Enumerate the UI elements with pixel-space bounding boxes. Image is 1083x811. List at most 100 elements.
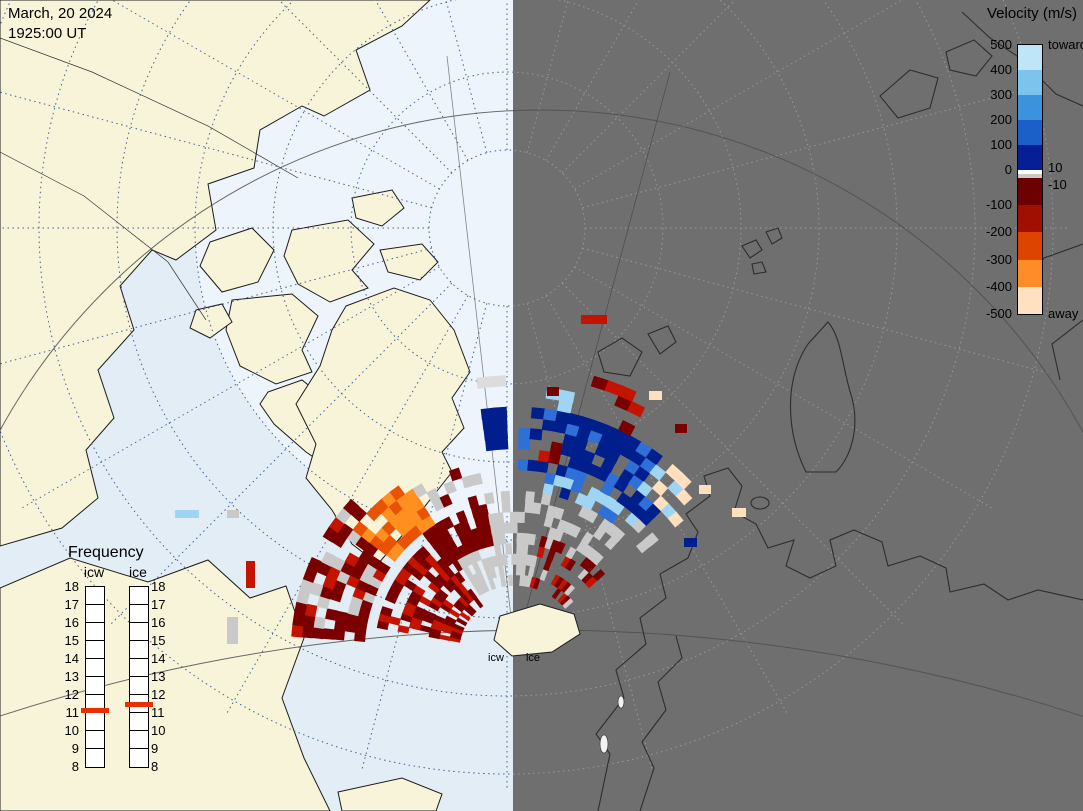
velocity-cell	[443, 566, 456, 579]
velocity-cell	[480, 514, 491, 527]
velocity-cell	[540, 493, 552, 506]
night-coastlines	[595, 11, 1083, 811]
southern-landmass	[0, 557, 331, 811]
velocity-cell	[409, 511, 424, 526]
velocity-cell	[635, 441, 653, 458]
graticule-radial	[278, 0, 453, 174]
velocity-cell	[333, 629, 346, 641]
velocity-cell	[376, 620, 390, 631]
velocity-cell	[459, 611, 471, 622]
velocity-cell	[516, 511, 525, 524]
velocity-cell	[586, 548, 599, 562]
velocity-cell	[598, 518, 613, 533]
velocity-cell	[536, 460, 549, 474]
velocity-cell	[363, 563, 378, 577]
velocity-cell	[450, 574, 462, 587]
velocity-cell	[555, 541, 566, 555]
velocity-cell	[626, 401, 646, 418]
velocity-cell	[421, 614, 435, 625]
velocity-cell	[352, 521, 368, 537]
velocity-cell	[384, 592, 399, 605]
franz-josef-island	[741, 239, 763, 259]
velocity-cell	[246, 561, 255, 588]
velocity-cell	[330, 556, 346, 572]
velocity-cell	[438, 634, 451, 641]
velocity-cell	[448, 467, 463, 482]
velocity-cell	[458, 596, 470, 608]
velocity-cell	[529, 428, 543, 441]
velocity-cell	[564, 423, 580, 437]
graticule-radial	[545, 0, 640, 161]
velocity-cell	[529, 555, 538, 568]
scandinavia-russia-coast	[595, 467, 1083, 811]
velocity-cell	[551, 587, 562, 600]
novaya-zemlya	[789, 321, 856, 473]
velocity-cell	[470, 505, 482, 519]
parallel-arc	[0, 109, 1083, 434]
velocity-cell	[562, 598, 574, 609]
velocity-cell	[530, 407, 546, 420]
velocity-cell	[521, 543, 529, 555]
velocity-cell	[576, 426, 592, 441]
velocity-cell	[579, 556, 592, 570]
time-text: 1925:00 UT	[8, 25, 87, 42]
velocity-cell	[453, 623, 465, 632]
velocity-cell	[467, 588, 478, 601]
velocity-cell	[563, 584, 576, 597]
velocity-cell	[403, 579, 417, 592]
velocity-cell	[422, 515, 436, 530]
velocity-cell	[450, 630, 463, 638]
velocity-cell	[569, 524, 582, 539]
velocity-cell	[580, 449, 596, 465]
velocity-cell	[579, 416, 596, 431]
velocity-cell	[306, 557, 322, 573]
velocity-cell	[442, 581, 455, 593]
right-edge-coast	[1051, 319, 1083, 381]
velocity-cell	[304, 603, 318, 618]
velocity-cell	[434, 532, 447, 547]
velocity-cell	[414, 605, 427, 616]
velocity-cell	[567, 412, 583, 427]
velocity-cell	[380, 606, 393, 617]
velocity-cell	[503, 522, 512, 534]
graticule-circle	[513, 0, 1054, 775]
velocity-cell	[675, 488, 693, 506]
velocity-cell	[581, 544, 594, 558]
velocity-cell	[536, 545, 546, 559]
franz-josef-island	[765, 227, 783, 245]
velocity-cell	[463, 606, 475, 617]
velocity-cell	[604, 380, 623, 396]
graticule-radial	[574, 266, 993, 509]
velocity-cell	[409, 590, 423, 602]
velocity-cell	[343, 498, 360, 516]
velocity-cell	[472, 549, 483, 563]
velocity-cell	[531, 502, 542, 515]
velocity-cell	[518, 438, 531, 450]
velocity-cell	[473, 584, 484, 597]
velocity-cell	[457, 532, 470, 546]
velocity-cell	[455, 617, 468, 627]
velocity-cell	[472, 573, 482, 586]
velocity-cell	[411, 568, 425, 581]
velocity-cell	[440, 626, 453, 635]
velocity-cell	[498, 565, 505, 577]
velocity-cell	[430, 596, 443, 608]
velocity-cell	[418, 595, 432, 607]
velocity-cell	[321, 551, 337, 567]
velocity-cell	[585, 576, 598, 589]
velocity-cell	[585, 509, 599, 524]
velocity-cell	[537, 450, 551, 463]
velocity-cell	[684, 538, 697, 547]
date-text: March, 20 2024	[8, 5, 113, 22]
velocity-cell	[592, 568, 606, 582]
velocity-cell	[453, 602, 465, 613]
velocity-cell	[567, 456, 582, 471]
velocity-cell	[527, 459, 539, 472]
velocity-cell	[344, 552, 360, 568]
political-boundary-lines	[0, 37, 299, 321]
arctic-island	[379, 243, 439, 281]
velocity-cell	[604, 509, 619, 524]
timestamp-block: March, 20 2024 1925:00 UT	[8, 4, 112, 44]
velocity-cell	[584, 560, 597, 574]
